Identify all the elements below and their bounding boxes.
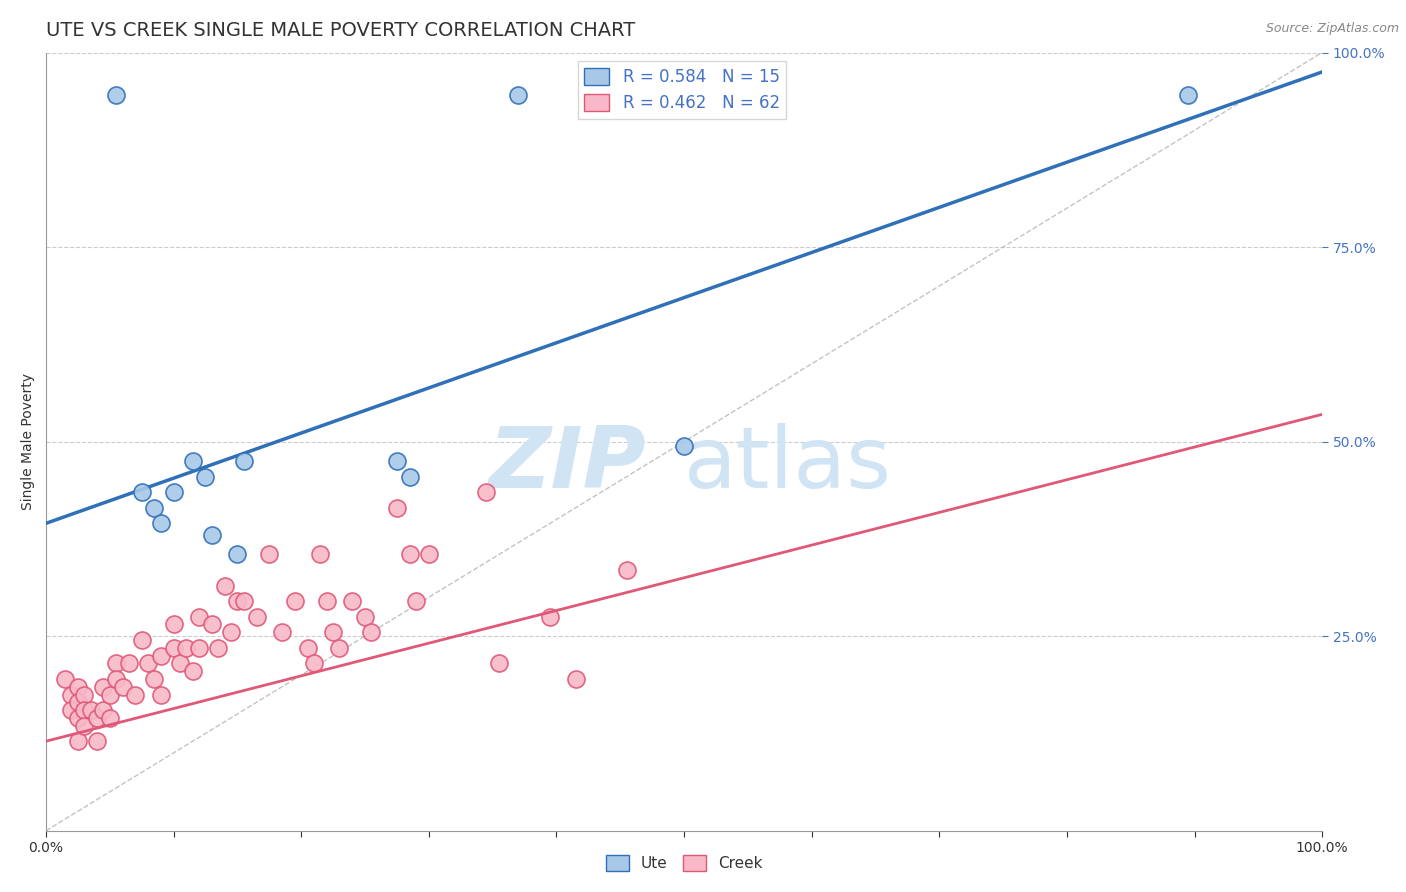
Point xyxy=(73,703,96,717)
Point xyxy=(616,563,638,577)
Point xyxy=(162,617,184,632)
Point xyxy=(143,500,166,515)
Point xyxy=(226,548,249,562)
Point xyxy=(66,695,89,709)
Point xyxy=(207,640,229,655)
Point xyxy=(124,688,146,702)
Point xyxy=(226,594,249,608)
Point xyxy=(538,609,561,624)
Point xyxy=(385,500,408,515)
Point xyxy=(66,680,89,694)
Point xyxy=(162,640,184,655)
Point xyxy=(322,625,344,640)
Point xyxy=(98,688,121,702)
Point xyxy=(169,657,191,671)
Point xyxy=(259,548,281,562)
Point xyxy=(73,688,96,702)
Point xyxy=(488,657,510,671)
Point xyxy=(214,578,236,592)
Point xyxy=(181,454,204,468)
Point xyxy=(232,594,254,608)
Point xyxy=(405,594,427,608)
Point xyxy=(508,88,530,103)
Point xyxy=(360,625,382,640)
Point xyxy=(271,625,294,640)
Point xyxy=(86,734,108,748)
Point xyxy=(398,469,420,483)
Point xyxy=(143,672,166,686)
Point xyxy=(118,657,141,671)
Point xyxy=(66,734,89,748)
Point xyxy=(93,703,115,717)
Point xyxy=(79,703,101,717)
Point xyxy=(131,633,153,648)
Point xyxy=(181,664,204,678)
Point xyxy=(201,528,224,542)
Point xyxy=(194,469,217,483)
Point xyxy=(60,703,83,717)
Point xyxy=(328,640,350,655)
Point xyxy=(131,485,153,500)
Point xyxy=(162,485,184,500)
Point xyxy=(219,625,242,640)
Text: ZIP: ZIP xyxy=(488,424,645,507)
Point xyxy=(86,711,108,725)
Point xyxy=(1177,88,1199,103)
Point xyxy=(60,688,83,702)
Point xyxy=(232,454,254,468)
Point xyxy=(673,438,696,452)
Point xyxy=(105,88,128,103)
Point xyxy=(475,485,498,500)
Point xyxy=(315,594,337,608)
Point xyxy=(342,594,364,608)
Point xyxy=(398,548,420,562)
Point xyxy=(136,657,159,671)
Point xyxy=(188,609,211,624)
Point xyxy=(105,657,128,671)
Point xyxy=(564,672,586,686)
Point xyxy=(111,680,134,694)
Point xyxy=(149,688,172,702)
Text: atlas: atlas xyxy=(685,424,891,507)
Point xyxy=(201,617,224,632)
Point xyxy=(188,640,211,655)
Text: UTE VS CREEK SINGLE MALE POVERTY CORRELATION CHART: UTE VS CREEK SINGLE MALE POVERTY CORRELA… xyxy=(46,21,636,40)
Point xyxy=(53,672,76,686)
Point xyxy=(385,454,408,468)
Point xyxy=(354,609,377,624)
Point xyxy=(66,711,89,725)
Point xyxy=(93,680,115,694)
Point xyxy=(284,594,307,608)
Point xyxy=(302,657,325,671)
Legend: Ute, Creek: Ute, Creek xyxy=(599,849,769,878)
Point xyxy=(149,516,172,531)
Point xyxy=(176,640,198,655)
Point xyxy=(149,648,172,663)
Point xyxy=(98,711,121,725)
Point xyxy=(418,548,440,562)
Text: Source: ZipAtlas.com: Source: ZipAtlas.com xyxy=(1265,22,1399,36)
Point xyxy=(309,548,332,562)
Y-axis label: Single Male Poverty: Single Male Poverty xyxy=(21,373,35,510)
Point xyxy=(73,719,96,733)
Point xyxy=(105,672,128,686)
Point xyxy=(245,609,267,624)
Point xyxy=(297,640,319,655)
